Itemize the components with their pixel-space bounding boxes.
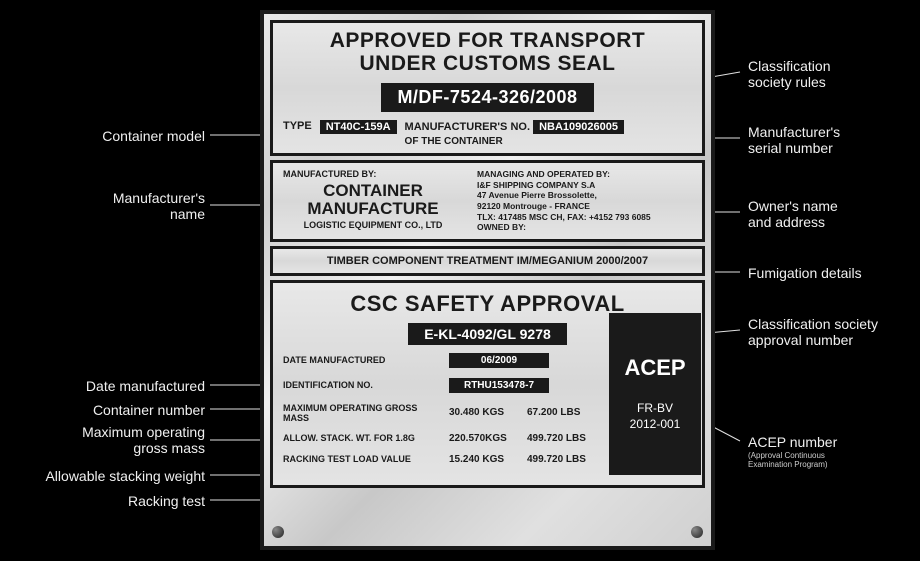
type-label: TYPE — [283, 120, 312, 132]
manufacturer-block: MANUFACTURED BY: CONTAINER MANUFACTURE L… — [283, 169, 463, 233]
acep-l1: FR-BV — [637, 401, 673, 415]
csc-value-kgs: 30.480 KGS — [449, 407, 521, 418]
annotation-label: Container number — [93, 402, 205, 418]
annotation-label: Date manufactured — [86, 378, 205, 394]
owner-name: I&F SHIPPING COMPANY S.A — [477, 180, 692, 191]
csc-section: CSC SAFETY APPROVAL E-KL-4092/GL 9278 DA… — [270, 280, 705, 488]
acep-title: ACEP — [613, 355, 697, 381]
annotation-label: Owner's nameand address — [748, 198, 838, 230]
type-value: NT40C-159A — [320, 120, 397, 134]
csc-row-label: IDENTIFICATION NO. — [283, 380, 443, 390]
rivet-icon — [272, 526, 284, 538]
annotation-label: Classification societyapproval number — [748, 316, 878, 348]
csc-row-label: RACKING TEST LOAD VALUE — [283, 454, 443, 464]
mfr-no-block: MANUFACTURER'S NO. NBA109026005 OF THE C… — [405, 120, 692, 147]
csc-table: DATE MANUFACTURED 06/2009 IDENTIFICATION N… — [283, 353, 599, 475]
type-row: TYPE NT40C-159A MANUFACTURER'S NO. NBA10… — [283, 120, 692, 147]
owner-addr2: 92120 Montrouge - FRANCE — [477, 201, 692, 212]
csc-value-kgs: 220.570KGS — [449, 433, 521, 444]
csc-body: DATE MANUFACTURED 06/2009 IDENTIFICATION N… — [283, 353, 692, 475]
owned-by: OWNED BY: — [477, 222, 692, 233]
annotation-label: ACEP number(Approval ContinuousExaminati… — [748, 434, 837, 470]
mfr-no-sub: OF THE CONTAINER — [405, 136, 692, 147]
csc-row: ALLOW. STACK. WT. FOR 1.8G 220.570KGS 499.… — [283, 433, 599, 444]
csc-value-kgs: 15.240 KGS — [449, 454, 521, 465]
annotation-label: Classificationsociety rules — [748, 58, 830, 90]
owner-addr1: 47 Avenue Pierre Brossolette, — [477, 190, 692, 201]
mfr-no-value: NBA109026005 — [533, 120, 624, 134]
manufacturer-company: LOGISTIC EQUIPMENT CO., LTD — [283, 220, 463, 231]
annotation-label: Racking test — [128, 493, 205, 509]
annotation-label: Maximum operatinggross mass — [82, 424, 205, 456]
csc-row-label: DATE MANUFACTURED — [283, 355, 443, 365]
csc-row-label: MAXIMUM OPERATING GROSS MASS — [283, 403, 443, 423]
acep-l2: 2012-001 — [630, 417, 681, 431]
owner-block: MANAGING AND OPERATED BY: I&F SHIPPING C… — [477, 169, 692, 233]
mfr-name-l1: CONTAINER — [323, 181, 423, 200]
annotation-label: Allowable stacking weight — [45, 468, 205, 484]
manufacturer-section: MANUFACTURED BY: CONTAINER MANUFACTURE L… — [270, 160, 705, 242]
csc-row: IDENTIFICATION NO. RTHU153478-7 — [283, 378, 599, 393]
annotation-label: Fumigation details — [748, 265, 862, 281]
csc-value-badge: RTHU153478-7 — [449, 378, 549, 393]
title-line1: APPROVED FOR TRANSPORT — [330, 29, 646, 52]
annotation-label: Manufacturer'sserial number — [748, 124, 840, 156]
rivet-icon — [691, 526, 703, 538]
diagram-container: APPROVED FOR TRANSPORT UNDER CUSTOMS SEA… — [0, 0, 920, 561]
csc-row: DATE MANUFACTURED 06/2009 — [283, 353, 599, 368]
csc-value-lbs: 67.200 LBS — [527, 407, 599, 418]
annotation-label: Container model — [102, 128, 205, 144]
acep-number: FR-BV 2012-001 — [613, 401, 697, 432]
timber-text: TIMBER COMPONENT TREATMENT IM/MEGANIUM 2… — [327, 255, 648, 267]
csc-value-lbs: 499.720 LBS — [527, 433, 599, 444]
csc-value-lbs: 499.720 LBS — [527, 454, 599, 465]
owner-tlx: TLX: 417485 MSC CH, FAX: +4152 793 6085 — [477, 212, 692, 223]
csc-row: MAXIMUM OPERATING GROSS MASS 30.480 KGS 67… — [283, 403, 599, 423]
annotation-label: Manufacturer'sname — [113, 190, 205, 222]
owner-label: MANAGING AND OPERATED BY: — [477, 169, 692, 180]
header-section: APPROVED FOR TRANSPORT UNDER CUSTOMS SEA… — [270, 20, 705, 156]
timber-section: TIMBER COMPONENT TREATMENT IM/MEGANIUM 2… — [270, 246, 705, 276]
mfr-no-label: MANUFACTURER'S NO. — [405, 121, 530, 133]
classification-code: M/DF-7524-326/2008 — [381, 83, 593, 112]
csc-value-badge: 06/2009 — [449, 353, 549, 368]
csc-row-label: ALLOW. STACK. WT. FOR 1.8G — [283, 433, 443, 443]
acep-box: ACEP FR-BV 2012-001 — [609, 313, 701, 475]
manufacturer-name: CONTAINER MANUFACTURE — [283, 182, 463, 218]
csc-approval-no: E-KL-4092/GL 9278 — [408, 323, 567, 345]
csc-plate: APPROVED FOR TRANSPORT UNDER CUSTOMS SEA… — [260, 10, 715, 550]
title-line2: UNDER CUSTOMS SEAL — [360, 52, 616, 75]
approved-title: APPROVED FOR TRANSPORT UNDER CUSTOMS SEA… — [283, 29, 692, 75]
csc-row: RACKING TEST LOAD VALUE 15.240 KGS 499.720… — [283, 454, 599, 465]
manufactured-by-label: MANUFACTURED BY: — [283, 169, 463, 180]
mfr-name-l2: MANUFACTURE — [307, 199, 438, 218]
